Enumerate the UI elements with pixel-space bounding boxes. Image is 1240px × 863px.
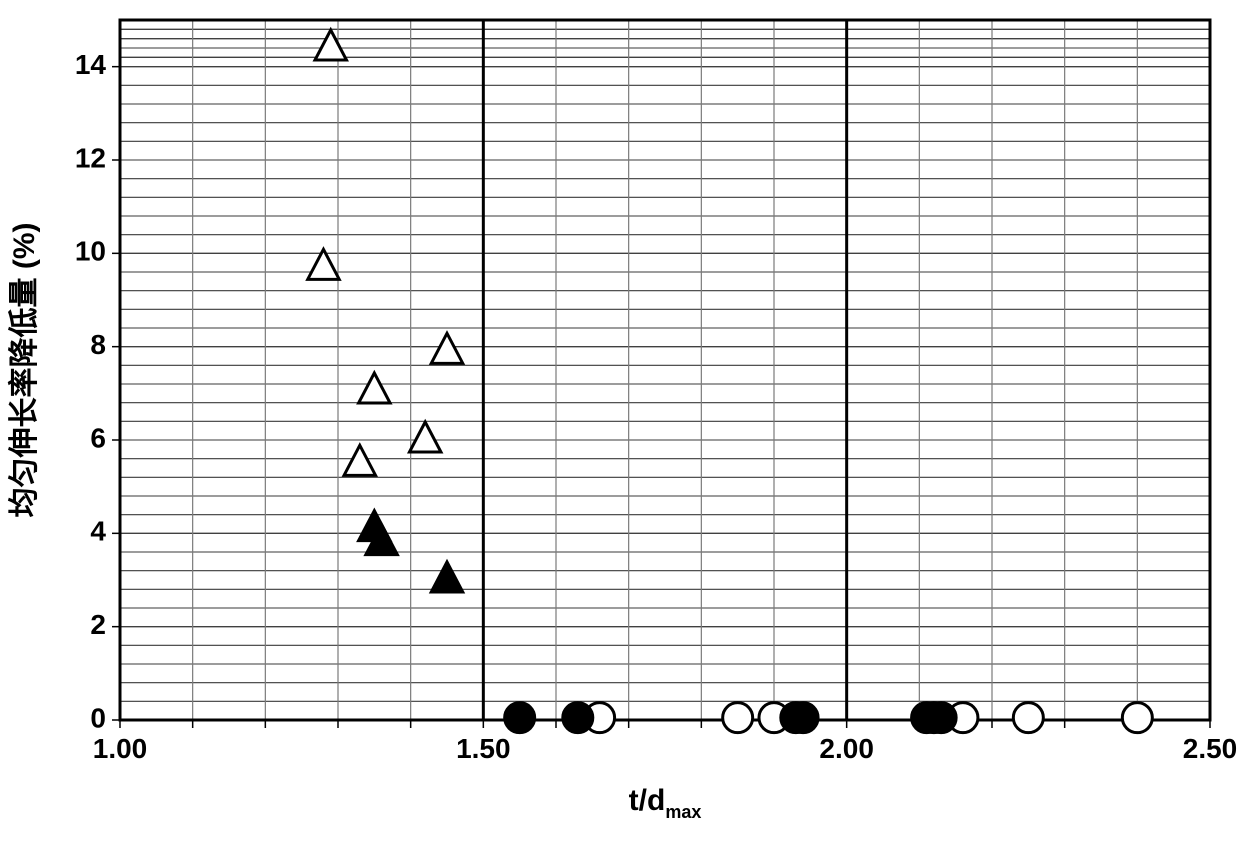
y-tick-label: 10 — [75, 236, 106, 267]
x-tick-label: 1.00 — [93, 733, 148, 764]
y-tick-label: 4 — [90, 516, 106, 547]
x-tick-label: 2.00 — [819, 733, 874, 764]
y-tick-label: 14 — [75, 49, 107, 80]
y-tick-label: 12 — [75, 142, 106, 173]
y-tick-label: 2 — [90, 609, 106, 640]
chart-container: 024681012141.001.502.002.50t/dmax均匀伸长率降低… — [0, 0, 1240, 863]
y-tick-label: 8 — [90, 329, 106, 360]
y-tick-label: 6 — [90, 422, 106, 453]
x-tick-label: 1.50 — [456, 733, 511, 764]
y-axis-label: 均匀伸长率降低量 (%) — [8, 223, 41, 518]
scatter-chart: 024681012141.001.502.002.50t/dmax均匀伸长率降低… — [0, 0, 1240, 863]
x-tick-label: 2.50 — [1183, 733, 1238, 764]
y-tick-label: 0 — [90, 702, 106, 733]
